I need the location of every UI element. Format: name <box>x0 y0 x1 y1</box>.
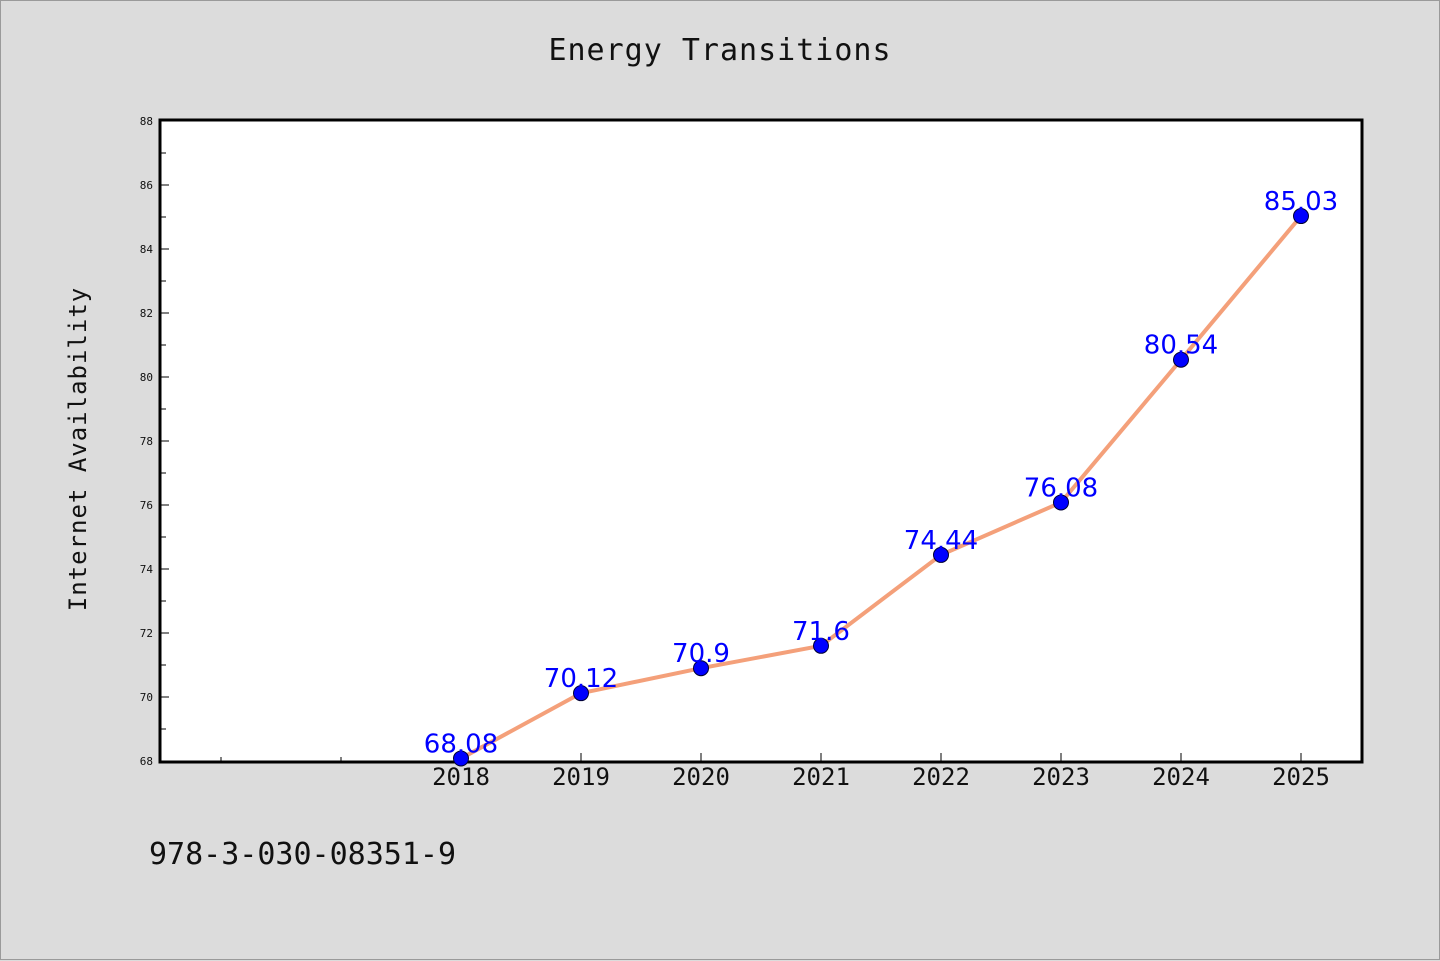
x-tick-label: 2025 <box>1272 763 1330 791</box>
y-tick-label: 82 <box>140 307 153 320</box>
data-point <box>693 660 709 677</box>
x-tick-label: 2022 <box>912 763 970 791</box>
x-axis: 2018 2019 2020 2021 2022 2023 2024 2025 <box>220 753 1330 791</box>
y-tick-label: 76 <box>140 499 153 512</box>
data-label: 76.08 <box>1024 473 1098 503</box>
x-tick-label: 2020 <box>672 763 730 791</box>
isbn-text: 978-3-030-08351-9 <box>149 837 457 872</box>
series-line-group <box>453 208 1309 767</box>
data-point <box>933 546 949 563</box>
y-tick-label: 72 <box>140 627 153 640</box>
x-tick-label: 2023 <box>1032 763 1090 791</box>
data-label: 80.54 <box>1144 331 1218 361</box>
y-tick-label: 86 <box>140 179 153 192</box>
data-point <box>573 685 589 702</box>
data-labels: 68.08 70.12 70.9 71.6 74.44 76.08 80.54 85.03 <box>424 187 1338 759</box>
x-tick-label: 2024 <box>1152 763 1210 791</box>
x-tick-label: 2021 <box>792 763 850 791</box>
y-tick-label: 88 <box>140 115 153 128</box>
y-tick-label: 68 <box>140 755 153 768</box>
plot-area <box>158 118 1364 764</box>
y-tick-label: 84 <box>140 243 154 256</box>
x-tick-label: 2019 <box>552 763 610 791</box>
y-tick-label: 80 <box>140 371 153 384</box>
data-point <box>1293 208 1309 225</box>
series-line <box>460 214 1303 761</box>
data-point <box>1173 351 1189 368</box>
data-point <box>1053 494 1069 511</box>
data-label: 68.08 <box>424 729 498 759</box>
data-point <box>453 750 469 767</box>
x-tick-label: 2018 <box>432 763 490 791</box>
y-tick-label: 78 <box>140 435 153 448</box>
data-label: 85.03 <box>1264 187 1338 217</box>
data-label: 70.12 <box>544 664 618 694</box>
y-tick-label: 74 <box>140 563 154 576</box>
data-label: 74.44 <box>904 526 978 556</box>
data-label: 70.9 <box>672 639 730 669</box>
y-axis: 68 70 72 74 76 78 80 82 84 86 88 <box>140 115 169 768</box>
data-point <box>813 637 829 654</box>
chart-title: Energy Transitions <box>548 33 892 68</box>
y-tick-label: 70 <box>140 691 153 704</box>
data-label: 71.6 <box>792 617 850 647</box>
